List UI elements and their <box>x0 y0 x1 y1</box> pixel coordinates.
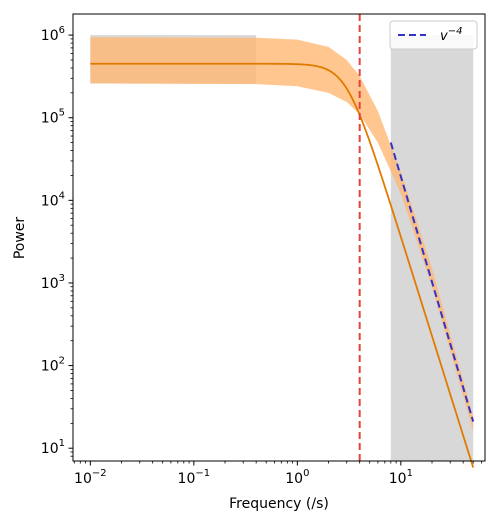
series-group <box>389 142 475 422</box>
x-tick-label: 10−2 <box>74 468 107 487</box>
model-curve-group <box>90 62 475 468</box>
x-tick-label: 10−1 <box>178 468 211 487</box>
x-tick-label: 101 <box>389 468 413 487</box>
y-tick-label: 103 <box>41 273 65 292</box>
model-curve <box>90 62 475 468</box>
y-tick-label: 102 <box>41 356 65 375</box>
y-tick-label: 106 <box>41 25 65 44</box>
confidence-band-group <box>90 37 474 432</box>
shaded-region-2 <box>390 35 474 461</box>
y-axis-ticks: 101 102 103 104 105 106 <box>41 25 73 457</box>
y-tick-label: 104 <box>41 190 65 209</box>
legend-box <box>389 20 478 50</box>
x-axis-ticks: 10−2 10−1 100 101 <box>73 461 482 487</box>
shaded-regions <box>90 35 474 461</box>
x-tick-label: 100 <box>285 468 309 487</box>
series-line-1 <box>389 142 475 422</box>
legend-label: v−4 <box>440 26 462 44</box>
y-tick-label: 101 <box>41 438 65 457</box>
legend: v−4 <box>389 20 478 50</box>
x-axis-label: Frequency (/s) <box>229 496 329 512</box>
confidence-band <box>90 37 474 432</box>
plot-frame <box>72 13 486 462</box>
y-axis-label: Power <box>12 217 28 260</box>
y-tick-label: 105 <box>41 108 65 127</box>
